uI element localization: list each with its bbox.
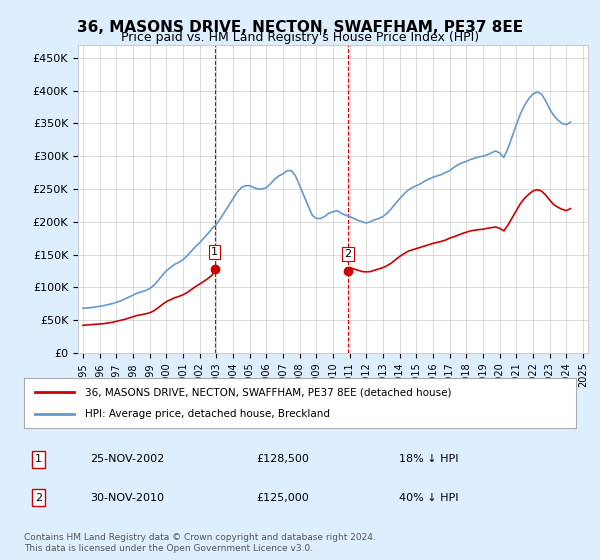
Text: 18% ↓ HPI: 18% ↓ HPI (400, 454, 459, 464)
Text: 2: 2 (35, 493, 42, 503)
Text: 36, MASONS DRIVE, NECTON, SWAFFHAM, PE37 8EE (detached house): 36, MASONS DRIVE, NECTON, SWAFFHAM, PE37… (85, 387, 451, 397)
Text: Contains HM Land Registry data © Crown copyright and database right 2024.
This d: Contains HM Land Registry data © Crown c… (24, 533, 376, 553)
Text: £125,000: £125,000 (256, 493, 308, 503)
Text: 1: 1 (211, 247, 218, 257)
Text: 2: 2 (344, 249, 352, 259)
Text: 30-NOV-2010: 30-NOV-2010 (90, 493, 164, 503)
Text: 40% ↓ HPI: 40% ↓ HPI (400, 493, 459, 503)
Text: 36, MASONS DRIVE, NECTON, SWAFFHAM, PE37 8EE: 36, MASONS DRIVE, NECTON, SWAFFHAM, PE37… (77, 20, 523, 35)
Text: £128,500: £128,500 (256, 454, 309, 464)
Text: Price paid vs. HM Land Registry's House Price Index (HPI): Price paid vs. HM Land Registry's House … (121, 31, 479, 44)
Text: 25-NOV-2002: 25-NOV-2002 (90, 454, 164, 464)
Text: 1: 1 (35, 454, 42, 464)
Text: HPI: Average price, detached house, Breckland: HPI: Average price, detached house, Brec… (85, 409, 330, 419)
